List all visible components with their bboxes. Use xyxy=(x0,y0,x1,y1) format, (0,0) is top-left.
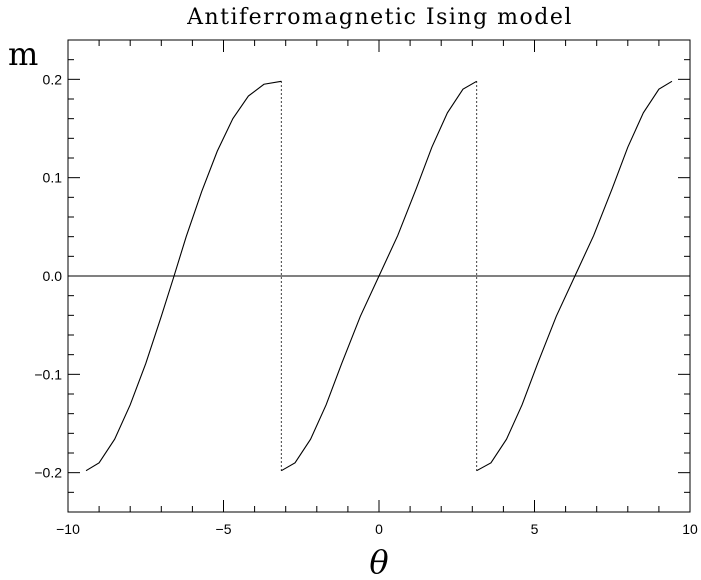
y-axis-label: m xyxy=(8,35,38,73)
chart-title: Antiferromagnetic Ising model xyxy=(186,5,573,30)
x-axis-label: θ xyxy=(369,543,388,580)
x-tick-label: 10 xyxy=(682,521,698,537)
x-tick-label: 0 xyxy=(375,521,383,537)
y-tick-label: 0.1 xyxy=(43,170,63,186)
y-tick-label: 0.2 xyxy=(43,71,63,87)
x-tick-label: −5 xyxy=(216,521,232,537)
x-tick-label: −10 xyxy=(56,521,80,537)
series-line xyxy=(85,80,282,472)
x-tick-label: 5 xyxy=(531,521,539,537)
plot-area: −10 −5 0 5 10 −0.2 −0.1 0.0 0.1 0.2 xyxy=(34,39,698,537)
y-tick-label: −0.2 xyxy=(34,465,62,481)
y-tick-label: 0.0 xyxy=(43,268,63,284)
y-tick-label: −0.1 xyxy=(34,366,62,382)
